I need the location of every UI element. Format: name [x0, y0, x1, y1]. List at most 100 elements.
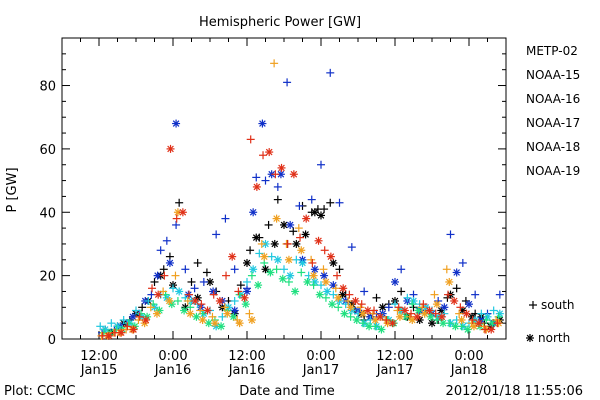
noaa-15-south-point: [283, 78, 292, 87]
noaa-19-north-point: [191, 296, 200, 305]
noaa-19-north-point: [240, 293, 249, 302]
y-tick-label: 80: [39, 80, 56, 95]
noaa-16-north-point: [101, 325, 110, 334]
noaa-16-north-point: [495, 309, 504, 318]
noaa-18-north-point: [272, 214, 281, 223]
noaa-15-south-point: [307, 195, 316, 204]
noaa-17-south-point: [482, 315, 491, 324]
noaa-19-north-point: [117, 328, 126, 337]
noaa-15-south-point: [335, 198, 344, 207]
noaa-17-north-point: [241, 300, 250, 309]
noaa-15-south-point: [295, 201, 304, 210]
noaa-17-north-point: [352, 315, 361, 324]
noaa-19-south-point: [271, 170, 280, 179]
noaa-15-south-point: [458, 258, 467, 267]
noaa-17-south-point: [358, 319, 367, 328]
metp-02-south-point: [175, 198, 184, 207]
legend: METP-02 NOAA-15 NOAA-16 NOAA-17 NOAA-18 NOAA-…: [526, 44, 580, 178]
noaa-19-south-point: [320, 246, 329, 255]
noaa-15-south-point: [147, 290, 156, 299]
noaa-19-north-point: [314, 236, 323, 245]
noaa-15-south-point: [190, 284, 199, 293]
metp-02-south-point: [320, 205, 329, 214]
noaa-19-north-point: [388, 319, 397, 328]
footer-timestamp: 2012/01/18 11:55:06: [446, 384, 583, 399]
metp-02-south-point: [202, 268, 211, 277]
noaa-19-north-point: [302, 214, 311, 223]
noaa-19-south-point: [493, 319, 502, 328]
noaa-15-south-point: [212, 230, 221, 239]
marker-legend: south north: [526, 298, 575, 345]
noaa-17-south-point: [334, 303, 343, 312]
noaa-19-south-point: [468, 315, 477, 324]
noaa-19-south-point: [185, 290, 194, 299]
noaa-19-south-point: [283, 239, 292, 248]
noaa-18-north-point: [408, 315, 417, 324]
noaa-16-north-point: [286, 271, 295, 280]
y-tick-label: 20: [39, 270, 56, 285]
noaa-16-south-point: [292, 255, 301, 264]
noaa-15-north-point: [310, 265, 319, 274]
noaa-16-north-point: [273, 255, 282, 264]
y-axis-label: P [GW]: [5, 167, 20, 212]
noaa-16-south-point: [169, 284, 177, 293]
noaa-17-north-point: [303, 277, 312, 286]
noaa-17-north-point: [439, 319, 448, 328]
noaa-19-north-point: [462, 309, 471, 318]
noaa-15-south-point: [162, 236, 171, 245]
noaa-19-south-point: [197, 300, 206, 309]
metp-02-north-point: [301, 230, 310, 239]
noaa-15-north-point: [249, 208, 258, 217]
noaa-19-south-point: [444, 290, 453, 299]
noaa-19-north-point: [166, 144, 175, 153]
x-tick-date-label: Jan17: [376, 363, 414, 378]
noaa-18-north-point: [309, 271, 318, 280]
noaa-19-north-point: [178, 208, 187, 217]
noaa-15-north-point: [286, 220, 295, 229]
noaa-19-south-point: [431, 309, 440, 318]
noaa-19-south-point: [209, 290, 218, 299]
noaa-16-south-point: [280, 265, 288, 274]
noaa-17-north-point: [192, 312, 201, 321]
noaa-19-south-point: [222, 271, 231, 280]
noaa-15-south-point: [317, 160, 325, 169]
noaa-15-north-point: [243, 287, 251, 296]
y-tick-label: 40: [39, 206, 56, 221]
noaa-15-north-point: [165, 258, 174, 267]
noaa-17-south-point: [272, 265, 281, 274]
legend-noaa-17: NOAA-17: [526, 116, 580, 130]
noaa-15-north-point: [230, 306, 239, 315]
south-marker-label: south: [541, 298, 575, 312]
noaa-18-south-point: [196, 306, 205, 315]
legend-noaa-16: NOAA-16: [526, 92, 580, 106]
noaa-19-north-point: [450, 296, 459, 305]
noaa-17-north-point: [340, 309, 349, 318]
metp-02-south-point: [452, 284, 461, 293]
noaa-15-south-point: [156, 246, 165, 255]
metp-02-north-point: [270, 239, 279, 248]
metp-02-south-point: [138, 303, 147, 312]
noaa-18-south-point: [159, 287, 168, 296]
noaa-18-south-point: [319, 265, 328, 274]
noaa-18-north-point: [247, 315, 256, 324]
noaa-18-south-point: [270, 59, 279, 68]
x-tick-date-label: Jan16: [154, 363, 192, 378]
data-points: [96, 59, 504, 340]
noaa-19-south-point: [148, 284, 157, 293]
x-tick-time-label: 12:00: [228, 349, 265, 364]
noaa-18-north-point: [198, 315, 207, 324]
noaa-17-south-point: [346, 312, 355, 321]
metp-02-south-point: [326, 198, 335, 207]
y-tick-label: 60: [39, 143, 56, 158]
noaa-17-north-point: [315, 290, 324, 299]
noaa-18-south-point: [183, 296, 192, 305]
x-tick-date-label: Jan16: [228, 363, 266, 378]
noaa-15-south-point: [360, 287, 369, 296]
metp-02-south-point: [187, 277, 196, 286]
plot-frame: [61, 37, 507, 340]
noaa-15-north-point: [440, 303, 449, 312]
noaa-16-south-point: [489, 306, 498, 315]
noaa-19-south-point: [123, 322, 132, 331]
noaa-15-south-point: [495, 290, 504, 299]
noaa-18-south-point: [257, 239, 266, 248]
